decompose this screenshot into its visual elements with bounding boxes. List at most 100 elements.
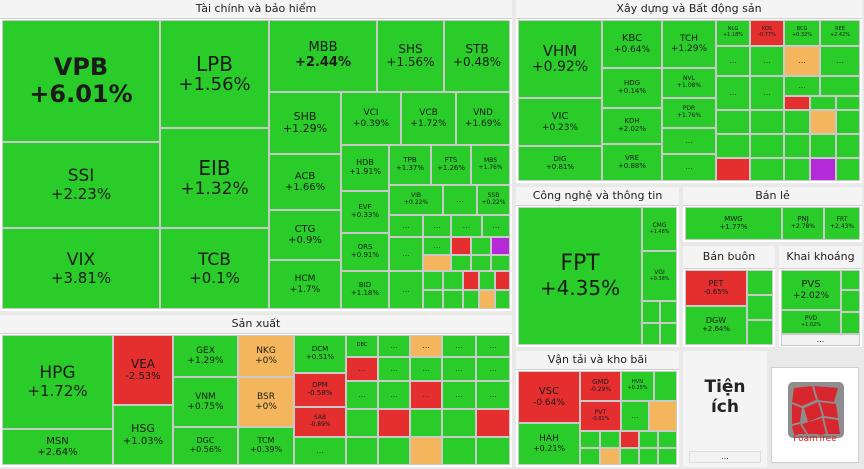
stock-tile-ors[interactable]: ORS +0.91% — [341, 233, 389, 271]
stock-tile-more[interactable] — [836, 134, 860, 158]
stock-tile-tpb[interactable]: TPB +1.37% — [389, 145, 431, 185]
stock-tile-more[interactable] — [463, 290, 479, 309]
stock-tile-more[interactable] — [784, 96, 810, 110]
stock-tile-gex[interactable]: GEX +1.29% — [173, 335, 238, 377]
stock-tile-mbb[interactable]: MBB +2.44% — [269, 20, 377, 92]
sector-finance[interactable]: Tài chính và bảo hiểm VPB +6.01% SSI +2.23… — [0, 0, 512, 311]
stock-tile-vsc[interactable]: VSC -0.64% — [518, 371, 580, 423]
stock-tile-hvn[interactable]: HVN +0.25% — [621, 371, 654, 401]
stock-tile-more[interactable]: ... — [716, 46, 750, 76]
stock-tile-vnm[interactable]: VNM +0.75% — [173, 377, 238, 427]
stock-tile-more[interactable] — [443, 271, 463, 290]
stock-tile-dcm[interactable]: DCM +0.51% — [294, 335, 346, 373]
sector-wholesale[interactable]: Bán buôn PET -0.65% DGW +2.64% — [683, 246, 775, 347]
stock-tile-cmg[interactable]: CMG +1.48% — [642, 207, 677, 251]
stock-tile-dgc[interactable]: DGC +0.56% — [173, 427, 238, 465]
sector-transport[interactable]: Vận tải và kho bãi VSC -0.64% GMD -0.29% H… — [516, 351, 679, 467]
stock-tile-dpm[interactable]: DPM -0.58% — [294, 373, 346, 407]
stock-tile-more[interactable]: ... — [476, 357, 510, 381]
stock-tile-nvl[interactable]: NVL +1.08% — [662, 68, 716, 98]
stock-tile-more[interactable]: ... — [621, 401, 649, 431]
stock-tile-more[interactable] — [784, 134, 810, 158]
stock-tile-more[interactable] — [784, 110, 810, 134]
stock-tile-more[interactable] — [660, 301, 677, 323]
sector-tech[interactable]: Công nghệ và thông tin FPT +4.35% CMG +1.4… — [516, 187, 679, 347]
stock-tile-more[interactable] — [784, 158, 810, 181]
stock-tile-pvd[interactable]: PVD +1.02% — [781, 310, 841, 334]
stock-tile-more[interactable] — [747, 320, 773, 345]
stock-tile-hah[interactable]: HAH +0.21% — [518, 423, 580, 465]
stock-tile-more[interactable]: ... — [476, 335, 510, 357]
stock-tile-more[interactable] — [836, 158, 860, 181]
stock-tile-more[interactable] — [423, 290, 443, 309]
stock-tile-vix[interactable]: VIX +3.81% — [2, 228, 160, 309]
stock-tile-more[interactable] — [451, 237, 471, 255]
stock-tile-more[interactable] — [820, 76, 860, 96]
stock-tile-more[interactable] — [346, 437, 378, 465]
stock-tile-more[interactable]: ... — [820, 46, 860, 76]
stock-tile-more[interactable]: ... — [378, 335, 410, 357]
stock-tile-kbc[interactable]: KBC +0.64% — [602, 20, 662, 68]
stock-tile-more[interactable] — [463, 271, 479, 290]
stock-tile-more[interactable] — [716, 134, 750, 158]
stock-tile-nlg[interactable]: NLG +1.18% — [716, 20, 750, 46]
stock-tile-vea[interactable]: VEA -2.53% — [113, 335, 173, 405]
stock-tile-more[interactable] — [442, 437, 476, 465]
stock-tile-shs[interactable]: SHS +1.56% — [377, 20, 444, 92]
stock-tile-more[interactable] — [378, 437, 410, 465]
stock-tile-more[interactable]: ... — [389, 215, 423, 237]
stock-tile-shb[interactable]: SHB +1.29% — [269, 92, 341, 154]
stock-tile-more[interactable]: ... — [476, 381, 510, 409]
stock-tile-lpb[interactable]: LPB +1.56% — [160, 20, 269, 128]
stock-tile-dig[interactable]: DIG +0.81% — [518, 146, 602, 181]
stock-tile-acb[interactable]: ACB +1.66% — [269, 154, 341, 210]
stock-tile-mbs[interactable]: MBS +1.76% — [471, 145, 510, 185]
stock-tile-more[interactable]: ... — [442, 335, 476, 357]
stock-tile-more[interactable] — [841, 312, 860, 334]
sector-construction[interactable]: Xây dựng và Bất động sản VHM +0.92% VIC +0… — [516, 0, 862, 183]
stock-tile-more[interactable] — [747, 270, 773, 295]
stock-tile-hpg[interactable]: HPG +1.72% — [2, 335, 113, 429]
stock-tile-nkg[interactable]: NKG +0% — [238, 335, 294, 377]
stock-tile-more[interactable] — [378, 409, 410, 437]
stock-tile-tch[interactable]: TCH +1.29% — [662, 20, 716, 68]
stock-tile-more[interactable]: ... — [784, 46, 820, 76]
stock-tile-more[interactable]: ... — [750, 46, 784, 76]
stock-tile-more[interactable] — [423, 271, 443, 290]
stock-tile-vci[interactable]: VCI +0.39% — [341, 92, 401, 145]
stock-tile-vib[interactable]: VIB +0.22% — [389, 185, 443, 215]
sector-manufacturing[interactable]: Sản xuất HPG +1.72% MSN +2.64% VEA -2.53% H… — [0, 315, 512, 467]
stock-tile-more[interactable] — [620, 448, 639, 465]
stock-tile-more[interactable] — [750, 134, 784, 158]
stock-tile-more[interactable] — [649, 401, 677, 431]
stock-tile-more[interactable] — [471, 255, 491, 271]
stock-tile-vgi[interactable]: VGI +0.38% — [642, 251, 677, 301]
stock-tile-more[interactable]: ... — [346, 381, 378, 409]
stock-tile-more[interactable]: ... — [781, 334, 860, 346]
stock-tile-more[interactable] — [479, 290, 495, 309]
stock-tile-more[interactable] — [836, 110, 860, 134]
stock-tile-more[interactable] — [491, 237, 510, 255]
foamtree-logo[interactable]: FoamTree — [771, 367, 859, 463]
stock-tile-more[interactable]: ... — [423, 215, 451, 237]
stock-tile-frt[interactable]: FRT +2.43% — [824, 207, 860, 240]
stock-tile-vcb[interactable]: VCB +1.72% — [401, 92, 456, 145]
stock-tile-vpb[interactable]: VPB +6.01% — [2, 20, 160, 142]
stock-tile-more[interactable] — [639, 448, 658, 465]
stock-tile-more[interactable]: ... — [346, 357, 378, 381]
stock-tile-vre[interactable]: VRE +0.88% — [602, 144, 662, 181]
stock-tile-more[interactable] — [580, 448, 600, 465]
stock-tile-evf[interactable]: EVF +0.33% — [341, 191, 389, 233]
stock-tile-vic[interactable]: VIC +0.23% — [518, 98, 602, 146]
stock-tile-bsr[interactable]: BSR +0% — [238, 377, 294, 427]
stock-tile-vhm[interactable]: VHM +0.92% — [518, 20, 602, 98]
stock-tile-more[interactable] — [580, 431, 600, 448]
stock-tile-more[interactable] — [750, 110, 784, 134]
sector-mining[interactable]: Khai khoáng PVS +2.02% PVD +1.02% ... — [779, 246, 862, 347]
stock-tile-kos[interactable]: KOS -0.77% — [750, 20, 784, 46]
stock-tile-more[interactable]: ... — [442, 381, 476, 409]
stock-tile-more[interactable] — [747, 295, 773, 320]
stock-tile-hsg[interactable]: HSG +1.03% — [113, 405, 173, 465]
stock-tile-more[interactable] — [660, 323, 677, 345]
stock-tile-more[interactable] — [495, 290, 510, 309]
